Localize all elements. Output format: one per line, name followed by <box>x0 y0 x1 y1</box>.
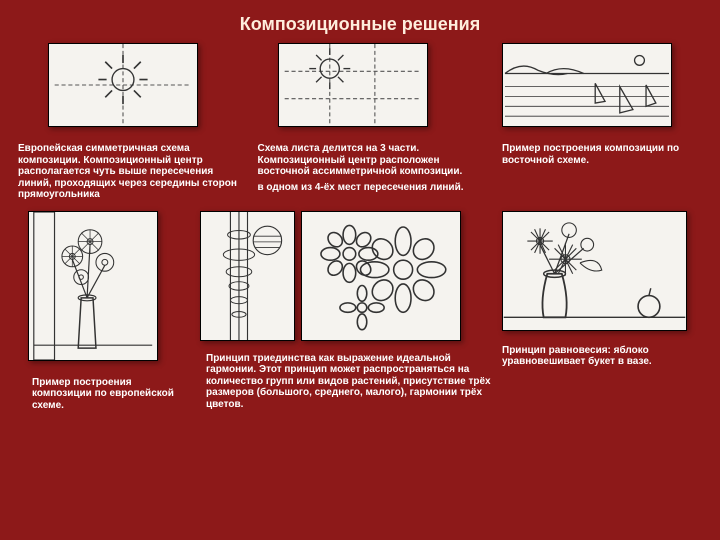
illus-vertical-bands <box>200 211 295 341</box>
caption-trinity: Принцип триединства как выражение идеаль… <box>200 353 500 411</box>
diagram-eastern-scheme <box>278 43 428 127</box>
illus-seascape <box>502 43 672 127</box>
caption-eastern-scheme-2: в одном из 4-ёх мест пересечения линий. <box>258 182 488 194</box>
caption-seascape: Пример построения композиции по восточно… <box>502 143 702 166</box>
caption-european-scheme: Европейская симметричная схема композици… <box>18 143 243 201</box>
illus-bouquet-apple <box>502 211 687 331</box>
illus-three-flowers <box>301 211 461 341</box>
diagram-european-scheme <box>48 43 198 127</box>
caption-balance: Принцип равновесия: яблоко уравновешивае… <box>502 345 702 368</box>
page-title: Композиционные решения <box>0 0 720 35</box>
caption-eastern-scheme-1: Схема листа делится на 3 части. Композиц… <box>258 143 488 178</box>
illus-bouquet-european <box>28 211 158 361</box>
caption-bouquet-european: Пример построения композиции по европейс… <box>18 377 198 412</box>
